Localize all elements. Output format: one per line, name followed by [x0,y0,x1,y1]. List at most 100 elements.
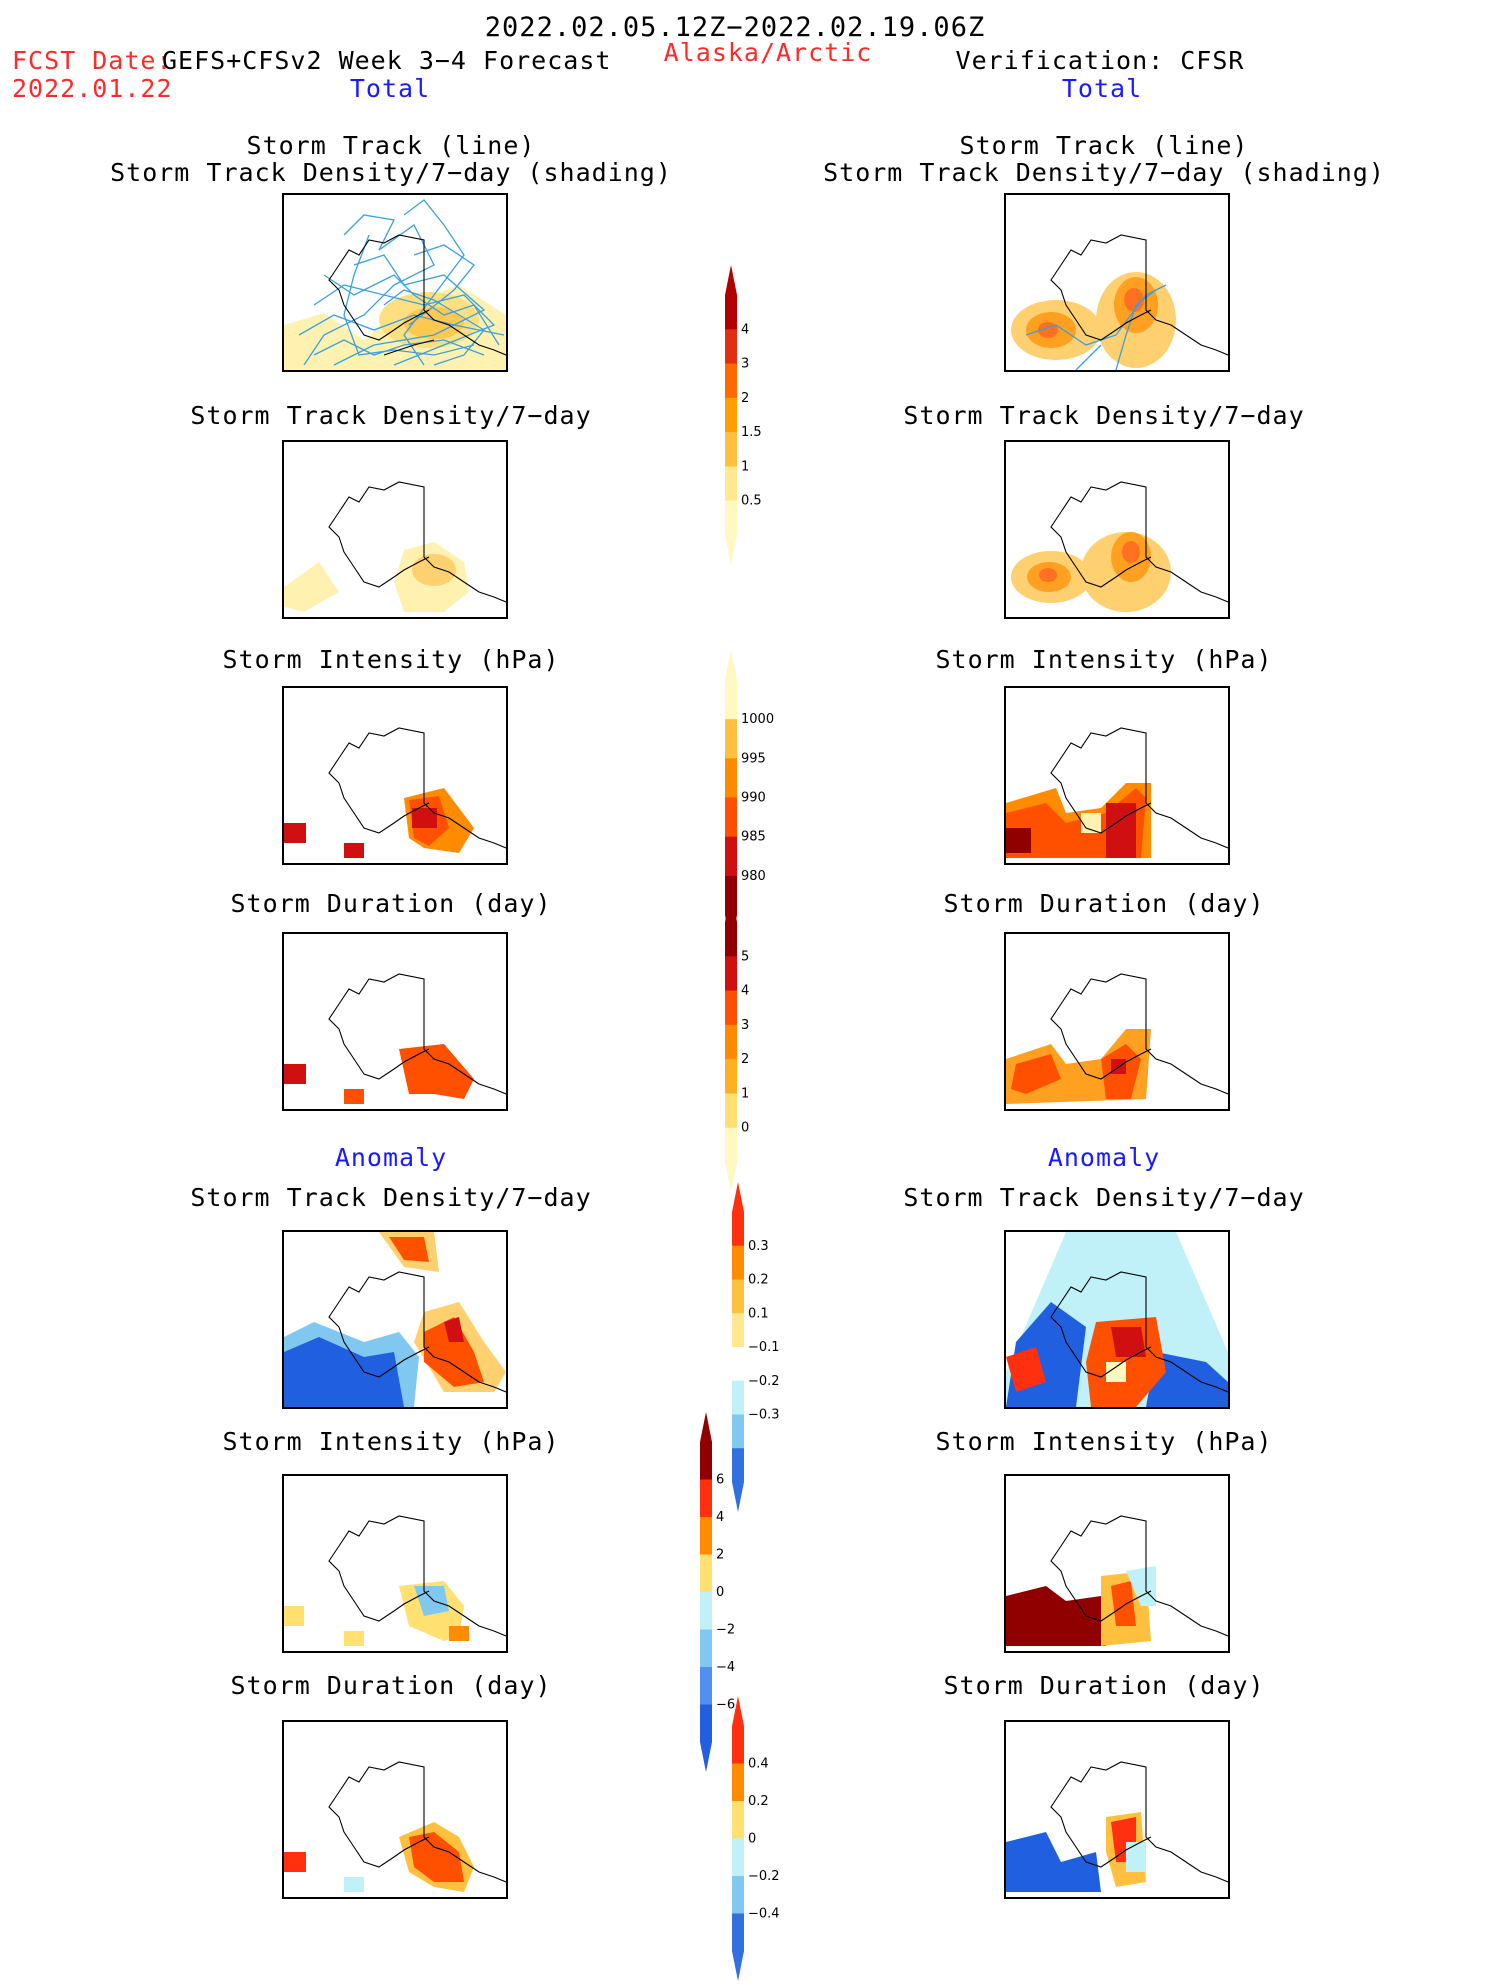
colorbar-label: 0.3 [748,1239,769,1254]
colorbar-segment [732,1726,744,1764]
left-duration-title: Storm Duration (day) [230,889,552,918]
colorbar-label: −0.2 [748,1374,780,1389]
colorbar-segment [732,1801,744,1839]
colorbar-segment [700,1479,712,1518]
left-density-title: Storm Track Density/7−day [190,401,592,430]
colorbar-segment [732,1279,744,1314]
colorbar-label: 1 [741,1086,749,1101]
right-intensity-title: Storm Intensity (hPa) [935,645,1273,674]
coastline [1050,1271,1228,1393]
colorbar-segment [732,1245,744,1280]
colorbar-label: 1.5 [741,425,762,440]
colorbar-segment [725,1024,737,1060]
colorbar-segment [732,1347,744,1382]
colorbar-label: 0 [748,1832,756,1847]
colorbar-segment [700,1592,712,1630]
colorbar-bottom-arrow [732,1482,744,1512]
map-right-anom-density [1004,1230,1230,1409]
colorbar-segment [700,1704,712,1743]
colorbar-segment [725,990,737,1026]
anomaly-shading [284,1581,469,1646]
colorbar-segment [725,432,737,467]
map-left-anom-density [282,1230,508,1409]
colorbar-label: −4 [716,1660,735,1675]
colorbar-label: 0.2 [748,1794,769,1809]
colorbar-top-arrow [732,1696,744,1726]
colorbar-segment [725,719,737,759]
colorbar-svg: 4 3 2 1.5 1 0.5 [725,265,762,565]
colorbar-label: 0 [741,1121,749,1136]
colorbar-top-arrow [732,1182,744,1212]
coastline [328,1515,506,1637]
coastline [1050,1761,1228,1883]
colorbar-label: 985 [741,830,766,845]
colorbar-segment [725,956,737,992]
coastline [328,1271,506,1393]
colorbar-label: 3 [741,1018,749,1033]
colorbar-label: 4 [741,322,749,337]
anomaly-shading [1006,1232,1228,1407]
right-density-title: Storm Track Density/7−day [903,401,1305,430]
colorbar-segment [725,680,737,720]
anomaly-shading [1006,1812,1146,1892]
map-left-density [282,440,508,619]
map-right-duration [1004,932,1230,1111]
colorbar-svg: 5 4 3 2 1 0 [725,892,749,1192]
colorbar-segment [725,1059,737,1094]
duration-shading [1006,1029,1151,1104]
region-label: Alaska/Arctic [663,38,873,67]
colorbar-segment [725,500,737,536]
colorbar-segment [725,1127,737,1163]
colorbar-bottom-arrow [725,1162,737,1192]
colorbar-svg: 0.4 0.2 0 −0.2 −0.4 [732,1696,780,1981]
colorbar-label: 0.4 [748,1757,769,1772]
colorbar-label: 2 [741,1052,749,1067]
colorbar-top-arrow [700,1412,712,1442]
colorbar-label: 4 [741,984,749,999]
colorbar-segment [725,922,737,957]
colorbar-segment [725,397,737,433]
right-total-label: Total [1061,74,1143,103]
duration-shading [284,1044,474,1104]
colorbar-density: 4 3 2 1.5 1 0.5 [725,265,795,569]
left-anomaly-label: Anomaly [334,1143,448,1172]
colorbar-anom-intensity: 6 4 2 0 −2 −4 −6 [700,1412,770,1776]
colorbar-label: 2 [741,391,749,406]
map-right-density [1004,440,1230,619]
colorbar-segment [732,1212,744,1247]
right-anom-intensity-title: Storm Intensity (hPa) [935,1427,1273,1456]
colorbar-label: 2 [716,1548,724,1563]
coastline [1050,481,1228,603]
colorbar-label: 1000 [741,712,774,727]
colorbar-segment [700,1517,712,1555]
right-anom-density-title: Storm Track Density/7−day [903,1183,1305,1212]
colorbar-segment [725,295,737,330]
right-track-title: Storm Track (line) Storm Track Density/7… [823,132,1385,186]
colorbar-segment [725,466,737,502]
colorbar-segment [732,1380,744,1415]
colorbar-label: 5 [741,949,749,964]
intensity-shading [284,788,474,858]
colorbar-svg: 6 4 2 0 −2 −4 −6 [700,1412,735,1772]
fcst-date-value: 2022.01.22 [12,74,173,103]
colorbar-label: −0.3 [748,1408,780,1423]
left-track-title: Storm Track (line) Storm Track Density/7… [110,132,672,186]
map-right-anom-duration [1004,1720,1230,1899]
colorbar-svg: 1000 995 990 985 980 [725,650,774,945]
right-duration-title: Storm Duration (day) [943,889,1265,918]
coastline [328,727,506,849]
colorbar-segment [700,1554,712,1593]
colorbar-label: −6 [716,1698,735,1713]
left-track-title-line2: Storm Track Density/7−day (shading) [110,158,672,187]
map-right-track [1004,193,1230,372]
map-right-anom-intensity [1004,1474,1230,1653]
colorbar-label: −2 [716,1623,735,1638]
colorbar-label: 980 [741,869,766,884]
colorbar-label: 0 [716,1585,724,1600]
density-shading [1011,272,1176,368]
colorbar-segment [725,758,737,798]
colorbar-anom-duration: 0.4 0.2 0 −0.2 −0.4 [732,1696,802,1985]
date-range: 2022.02.05.12Z−2022.02.19.06Z [484,12,986,43]
colorbar-segment [732,1448,744,1483]
colorbar-top-arrow [725,265,737,295]
